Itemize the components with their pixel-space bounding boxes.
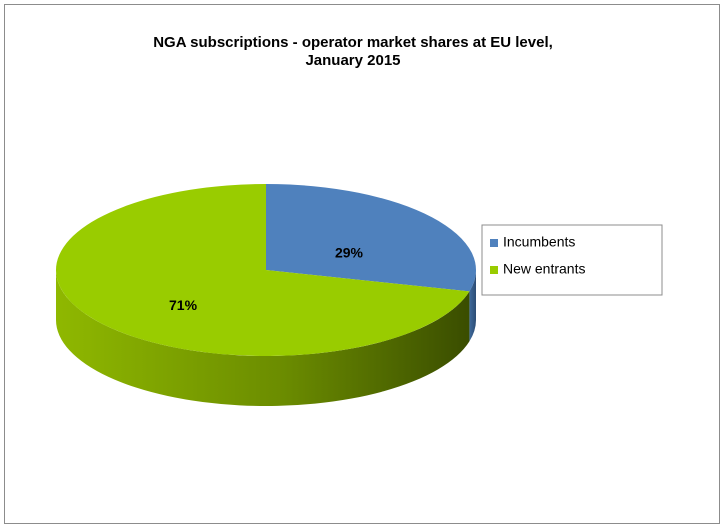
data-label: 29%	[335, 244, 364, 260]
pie-slice	[266, 184, 477, 292]
pie-side	[56, 270, 470, 407]
chart-frame	[4, 4, 720, 524]
data-label: 71%	[169, 297, 198, 313]
legend-swatch	[490, 239, 498, 247]
legend-swatch	[490, 266, 498, 274]
chart-title: NGA subscriptions - operator market shar…	[153, 34, 553, 69]
legend-box	[481, 224, 663, 296]
legend-label: Incumbents	[503, 234, 575, 250]
legend-label: New entrants	[503, 261, 585, 277]
pie-side	[469, 270, 476, 342]
pie-slice	[56, 184, 470, 357]
